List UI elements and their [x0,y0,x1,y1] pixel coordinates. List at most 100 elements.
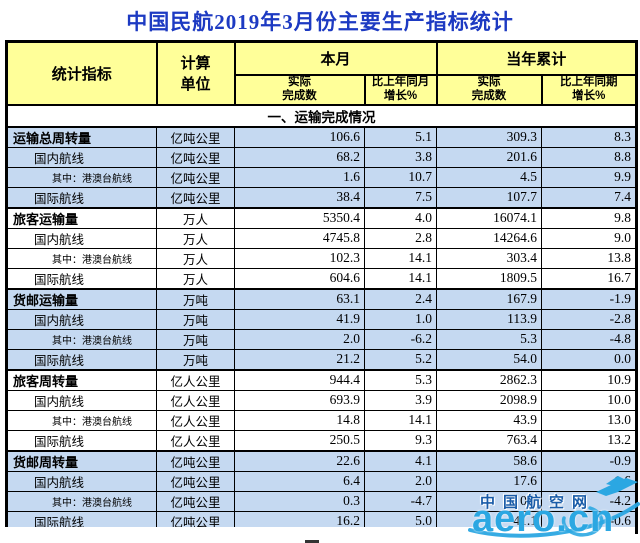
unit-cell: 亿吨公里 [156,146,235,168]
table-body: 一、运输完成情况 运输总周转量 亿吨公里 106.6 5.1 309.3 8.3… [5,103,638,533]
ytd-growth-cell: 10.0 [541,389,638,411]
ytd-actual-cell: 0.9 [436,490,543,512]
unit-cell: 亿人公里 [156,429,235,452]
unit-cell: 万吨 [156,308,235,330]
ytd-actual-cell: 4.5 [436,166,543,188]
indicator-label: 货邮运输量 [6,287,157,310]
month-growth-cell: 14.1 [363,409,438,431]
indicator-label: 国际航线 [6,267,157,290]
month-actual-cell: 2.0 [234,328,365,350]
month-growth-cell: 4.0 [363,206,438,229]
month-growth-cell: 5.2 [363,348,438,371]
indicator-label: 国内航线 [6,227,157,249]
ytd-growth-cell: 8.3 [541,125,638,148]
ytd-growth-cell: 16.7 [541,267,638,290]
indicator-label: 运输总周转量 [6,125,157,148]
unit-cell: 亿人公里 [156,368,235,391]
table-row: 国内航线 亿吨公里 68.2 3.8 201.6 8.8 [6,146,638,168]
header-unit-line2: 单位 [180,76,211,94]
table-row: 国际航线 亿人公里 250.5 9.3 763.4 13.2 [6,429,638,452]
ytd-actual-cell: 5.3 [436,328,543,350]
table-row: 国际航线 万人 604.6 14.1 1809.5 16.7 [6,267,638,290]
unit-cell: 万人 [156,267,235,290]
indicator-label: 其中：港澳台航线 [6,166,157,188]
ytd-growth-cell: 7.4 [541,186,638,209]
section-title: 一、运输完成情况 [5,103,638,128]
ytd-growth-cell: 9.8 [541,206,638,229]
month-actual-cell: 41.9 [234,308,365,330]
month-actual-cell: 0.3 [234,490,365,512]
section-row: 一、运输完成情况 [5,103,638,128]
unit-cell: 亿吨公里 [156,470,235,492]
indicator-label: 旅客运输量 [6,206,157,229]
month-growth-cell: 10.7 [363,166,438,188]
ytd-growth-cell: 10.9 [541,368,638,391]
month-growth-cell: 1.0 [363,308,438,330]
table-row: 其中：港澳台航线 亿吨公里 1.6 10.7 4.5 9.9 [6,166,638,188]
month-actual-cell: 604.6 [234,267,365,290]
ytd-growth-cell: -1.9 [541,287,638,310]
header-ytd-growth-line1: 比上年同期 [560,76,618,88]
indicator-label: 国内航线 [6,146,157,168]
header-indicator: 统计指标 [5,40,158,106]
table-row: 货邮运输量 万吨 63.1 2.4 167.9 -1.9 [6,287,638,310]
month-actual-cell: 693.9 [234,389,365,411]
indicator-label: 国际航线 [6,348,157,371]
indicator-label: 其中：港澳台航线 [6,247,157,269]
ytd-actual-cell: 303.4 [436,247,543,269]
unit-cell: 万吨 [156,287,235,310]
table-row: 货邮周转量 亿吨公里 22.6 4.1 58.6 -0.9 [6,449,638,472]
table-row: 旅客运输量 万人 5350.4 4.0 16074.1 9.8 [6,206,638,229]
ytd-actual-cell: 54.0 [436,348,543,371]
indicator-label: 国内航线 [6,389,157,411]
ytd-growth-cell: 8.8 [541,146,638,168]
indicator-label: 其中：港澳台航线 [6,409,157,431]
unit-cell: 亿吨公里 [156,490,235,512]
header-month-growth-line2: 增长% [383,89,418,102]
month-growth-cell: 5.1 [363,125,438,148]
ytd-actual-cell: 1809.5 [436,267,543,290]
month-growth-cell: 3.9 [363,389,438,411]
indicator-label: 旅客周转量 [6,368,157,391]
month-actual-cell: 106.6 [234,125,365,148]
header-unit-line1: 计算 [180,55,211,73]
unit-cell: 万人 [156,206,235,229]
table-row: 国内航线 万人 4745.8 2.8 14264.6 9.0 [6,227,638,249]
ytd-actual-cell: 16074.1 [436,206,543,229]
month-actual-cell: 102.3 [234,247,365,269]
header-unit: 计算 单位 [155,40,236,106]
table-row: 其中：港澳台航线 万吨 2.0 -6.2 5.3 -4.8 [6,328,638,350]
ytd-actual-cell: 201.6 [436,146,543,168]
month-growth-cell: 3.8 [363,146,438,168]
ytd-actual-cell: 113.9 [436,308,543,330]
ytd-actual-cell: 309.3 [436,125,543,148]
ytd-growth-cell: -4.2 [541,490,638,512]
header-month-actual-line2: 完成数 [282,89,317,102]
indicator-label: 国内航线 [6,308,157,330]
indicator-label: 货邮周转量 [6,449,157,472]
month-growth-cell: 14.1 [363,267,438,290]
month-actual-cell: 4745.8 [234,227,365,249]
header-month-growth: 比上年同月 增长% [363,74,438,106]
unit-cell: 亿人公里 [156,389,235,411]
month-actual-cell: 14.8 [234,409,365,431]
month-actual-cell: 6.4 [234,470,365,492]
month-actual-cell: 250.5 [234,429,365,452]
ytd-actual-cell: 43.9 [436,409,543,431]
unit-cell: 万吨 [156,328,235,350]
header-month-growth-line1: 比上年同月 [371,76,430,88]
unit-cell: 亿吨公里 [156,125,235,148]
table-row: 国内航线 亿人公里 693.9 3.9 2098.9 10.0 [6,389,638,411]
ytd-actual-cell: 107.7 [436,186,543,209]
table-header: 统计指标 计算 单位 本月 当年累计 实际 完成数 比上年同月 增长% 实 [5,40,638,106]
header-ytd-actual: 实际 完成数 [435,74,543,106]
month-growth-cell: 9.3 [363,429,438,452]
header-ytd-actual-line1: 实际 [477,76,501,88]
ytd-growth-cell: -2.8 [541,308,638,330]
header-ytd-growth: 比上年同期 增长% [540,74,638,106]
table-row: 国内航线 万吨 41.9 1.0 113.9 -2.8 [6,308,638,330]
ytd-growth-cell: 13.8 [541,247,638,269]
month-growth-cell: 5.3 [363,368,438,391]
header-month-group: 本月 [233,40,438,76]
header-ytd-actual-line2: 完成数 [471,89,507,102]
